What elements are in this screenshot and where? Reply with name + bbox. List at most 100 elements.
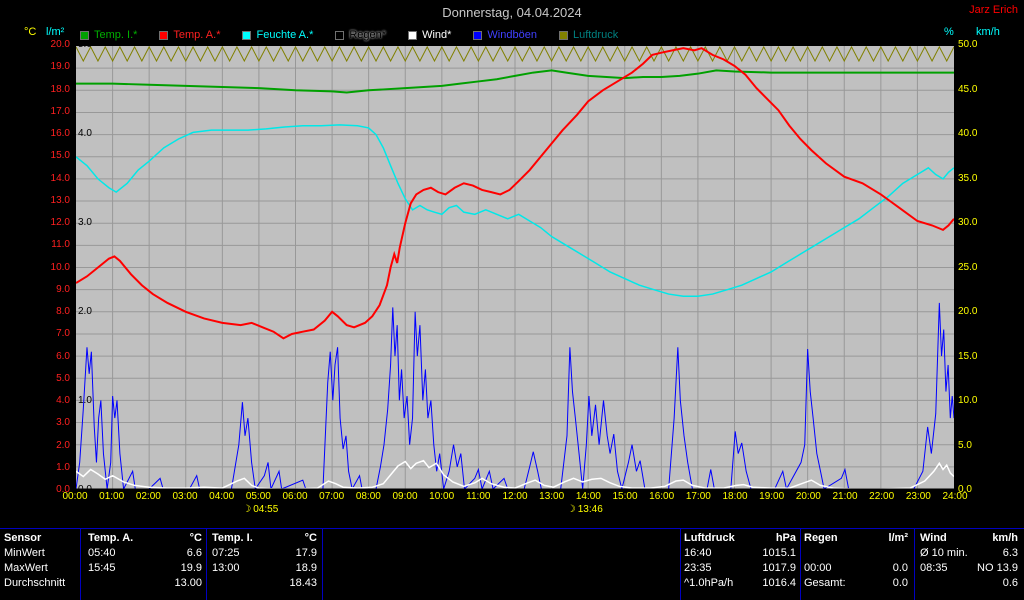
right-axis-tick-wind: 50.0 — [958, 39, 978, 50]
min-pressure-value: 1015.1 — [762, 547, 796, 559]
legend-item-temp-a: Temp. A.* — [159, 29, 220, 41]
x-axis-tick-time: 11:00 — [466, 491, 491, 502]
left-axis-tick-temp: 1.0 — [56, 461, 70, 473]
wind-color-swatch-icon — [408, 30, 418, 40]
legend-label-wind: Wind* — [422, 29, 452, 41]
x-axis-tick-time: 22:00 — [869, 491, 895, 502]
legend-label-temp-i: Temp. I.* — [94, 29, 138, 41]
x-axis-tick-time: 14:00 — [575, 491, 601, 502]
x-axis-tick-time: 17:00 — [685, 491, 711, 502]
x-axis-tick-time: 07:00 — [319, 491, 345, 502]
legend-item-wind: Wind* — [408, 29, 451, 41]
col-header-pressure-unit: hPa — [775, 532, 796, 544]
legend-item-luftdruck: Luftdruck — [558, 29, 619, 41]
windboeen-color-swatch-icon — [473, 30, 483, 40]
x-axis-tick-time: 18:00 — [722, 491, 748, 502]
left-axis-tick-temp: 15.0 — [50, 150, 70, 162]
x-axis-tick-time: 00:00 — [62, 491, 88, 502]
x-axis-tick-time: 01:00 — [99, 491, 125, 502]
x-axis-tick-time: 16:00 — [649, 491, 675, 502]
legend-label-windboeen: Windböen — [487, 29, 537, 41]
x-axis-tick-time: 15:00 — [612, 491, 638, 502]
x-axis-tick-time: 20:00 — [795, 491, 821, 502]
right-axis-tick-wind: 0.0 — [958, 484, 972, 495]
max-rain-value: 0.0 — [892, 562, 908, 574]
max-wind-value: NO 13.9 — [977, 562, 1018, 574]
col-header-temp-i-unit: °C — [304, 532, 317, 544]
legend-label-temp-a: Temp. A.* — [173, 29, 221, 41]
chart-svg — [76, 46, 954, 489]
x-axis-tick-time: 23:00 — [905, 491, 931, 502]
left-axis-tick-temp: 17.0 — [50, 105, 70, 117]
table-column-separator — [322, 529, 323, 600]
temp-a-color-swatch-icon — [159, 30, 169, 40]
left-axis-tick-temp: 19.0 — [50, 61, 70, 73]
legend-item-windboeen: Windböen — [473, 29, 537, 41]
max-wind-time: 08:35 — [920, 562, 948, 574]
max-temp-a-time: 15:45 — [88, 562, 116, 574]
right-axis-tick-wind: 20.0 — [958, 306, 978, 317]
x-axis-tick-time: 05:00 — [245, 491, 271, 502]
right-axis-tick-wind: 10.0 — [958, 395, 978, 406]
col-header-wind: Wind — [920, 532, 947, 544]
moon-icon: ☽ — [242, 503, 252, 515]
series-temp-a-line — [76, 47, 954, 340]
col-header-temp-a-unit: °C — [189, 532, 202, 544]
chart-legend: Temp. I.* Temp. A.* Feuchte A.* Regen* Wind*… — [80, 28, 618, 42]
left-axis-rain-unit: l/m² — [46, 26, 65, 38]
x-axis-tick-time: 02:00 — [135, 491, 161, 502]
left-axis-tick-temp: 7.0 — [56, 328, 70, 340]
max-temp-a-value: 19.9 — [180, 562, 202, 574]
legend-label-regen: Regen* — [349, 29, 387, 41]
col-header-rain: Regen — [804, 532, 838, 544]
x-axis-tick-time: 09:00 — [392, 491, 418, 502]
wind-avg-10min-label: Ø 10 min. — [920, 547, 968, 559]
legend-label-luftdruck: Luftdruck — [572, 29, 619, 41]
luftdruck-color-swatch-icon — [558, 30, 568, 40]
table-column-separator — [680, 529, 681, 600]
series-feuchte-a-line — [76, 124, 954, 298]
wind-avg-10min-value: 6.3 — [1002, 547, 1018, 559]
x-axis-tick-time: 04:00 — [209, 491, 235, 502]
x-axis-tick-time: 24:00 — [942, 491, 968, 502]
moon-marker-1: ☽ 04:55 — [242, 504, 278, 515]
left-axis-tick-temp: 18.0 — [50, 83, 70, 95]
x-axis-tick-time: 06:00 — [282, 491, 308, 502]
left-axis-tick-temp: 14.0 — [50, 172, 70, 184]
x-axis-tick-time: 03:00 — [172, 491, 198, 502]
author-watermark: Jarz Erich — [969, 4, 1018, 16]
left-axis-tick-temp: 13.0 — [50, 194, 70, 206]
max-temp-i-time: 13:00 — [212, 562, 240, 574]
min-temp-i-value: 17.9 — [295, 547, 317, 559]
legend-item-temp-i: Temp. I.* — [80, 29, 137, 41]
table-column-separator — [800, 529, 801, 600]
x-axis-tick-time: 08:00 — [355, 491, 381, 502]
right-axis-percent-unit: % — [944, 26, 954, 38]
x-axis-tick-time: 12:00 — [502, 491, 528, 502]
x-axis-tick-time: 13:00 — [539, 491, 565, 502]
x-axis-tick-time: 19:00 — [759, 491, 785, 502]
right-axis-wind-unit: km/h — [976, 26, 1000, 38]
table-column-separator — [80, 529, 81, 600]
col-header-sensor: Sensor — [4, 532, 42, 544]
legend-item-feuchte-a: Feuchte A.* — [242, 29, 313, 41]
right-axis-tick-wind: 40.0 — [958, 128, 978, 139]
left-axis-tick-temp: 4.0 — [56, 395, 70, 406]
left-axis-tick-temp: 12.0 — [50, 217, 70, 228]
max-pressure-time: 23:35 — [684, 562, 712, 574]
left-axis-tick-temp: 8.0 — [56, 306, 70, 317]
left-axis-tick-temp: 16.0 — [50, 128, 70, 139]
legend-item-regen: Regen* — [335, 29, 386, 41]
left-axis-tick-temp: 20.0 — [50, 39, 70, 50]
max-rain-time: 00:00 — [804, 562, 832, 574]
series-luftdruck-line — [76, 46, 954, 63]
min-temp-a-time: 05:40 — [88, 547, 116, 559]
regen-color-swatch-icon — [335, 30, 345, 40]
col-header-temp-i: Temp. I. — [212, 532, 253, 544]
avg-temp-a-value: 13.00 — [174, 577, 202, 589]
series-wind-line — [76, 459, 954, 489]
right-axis-tick-wind: 30.0 — [958, 217, 978, 228]
row-label-durchschnitt: Durchschnitt — [4, 577, 66, 589]
avg-wind-value: 0.6 — [1002, 577, 1018, 589]
